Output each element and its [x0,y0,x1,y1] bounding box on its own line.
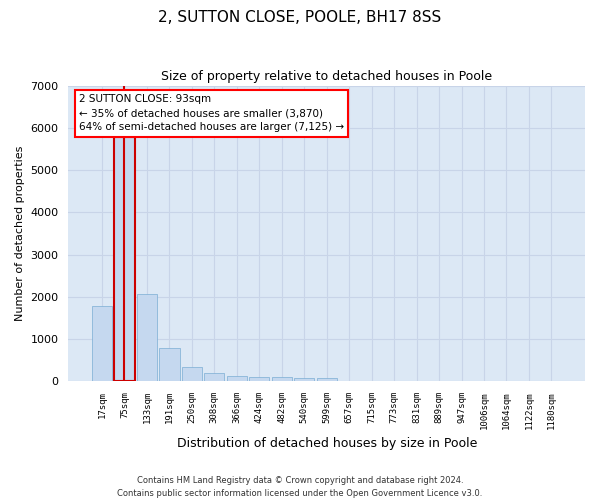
Bar [317,378,337,382]
Title: Size of property relative to detached houses in Poole: Size of property relative to detached ho… [161,70,492,83]
Bar [137,294,157,382]
Text: 2 SUTTON CLOSE: 93sqm
← 35% of detached houses are smaller (3,870)
64% of semi-d: 2 SUTTON CLOSE: 93sqm ← 35% of detached … [79,94,344,132]
Text: 2, SUTTON CLOSE, POOLE, BH17 8SS: 2, SUTTON CLOSE, POOLE, BH17 8SS [158,10,442,25]
Bar [115,137,134,382]
Bar [92,306,112,382]
Bar [204,373,224,382]
X-axis label: Distribution of detached houses by size in Poole: Distribution of detached houses by size … [176,437,477,450]
Text: Contains HM Land Registry data © Crown copyright and database right 2024.
Contai: Contains HM Land Registry data © Crown c… [118,476,482,498]
Bar [249,377,269,382]
Bar [182,366,202,382]
Bar [272,377,292,382]
Bar [227,376,247,382]
Bar [294,378,314,382]
Y-axis label: Number of detached properties: Number of detached properties [15,146,25,321]
Bar [159,348,179,382]
